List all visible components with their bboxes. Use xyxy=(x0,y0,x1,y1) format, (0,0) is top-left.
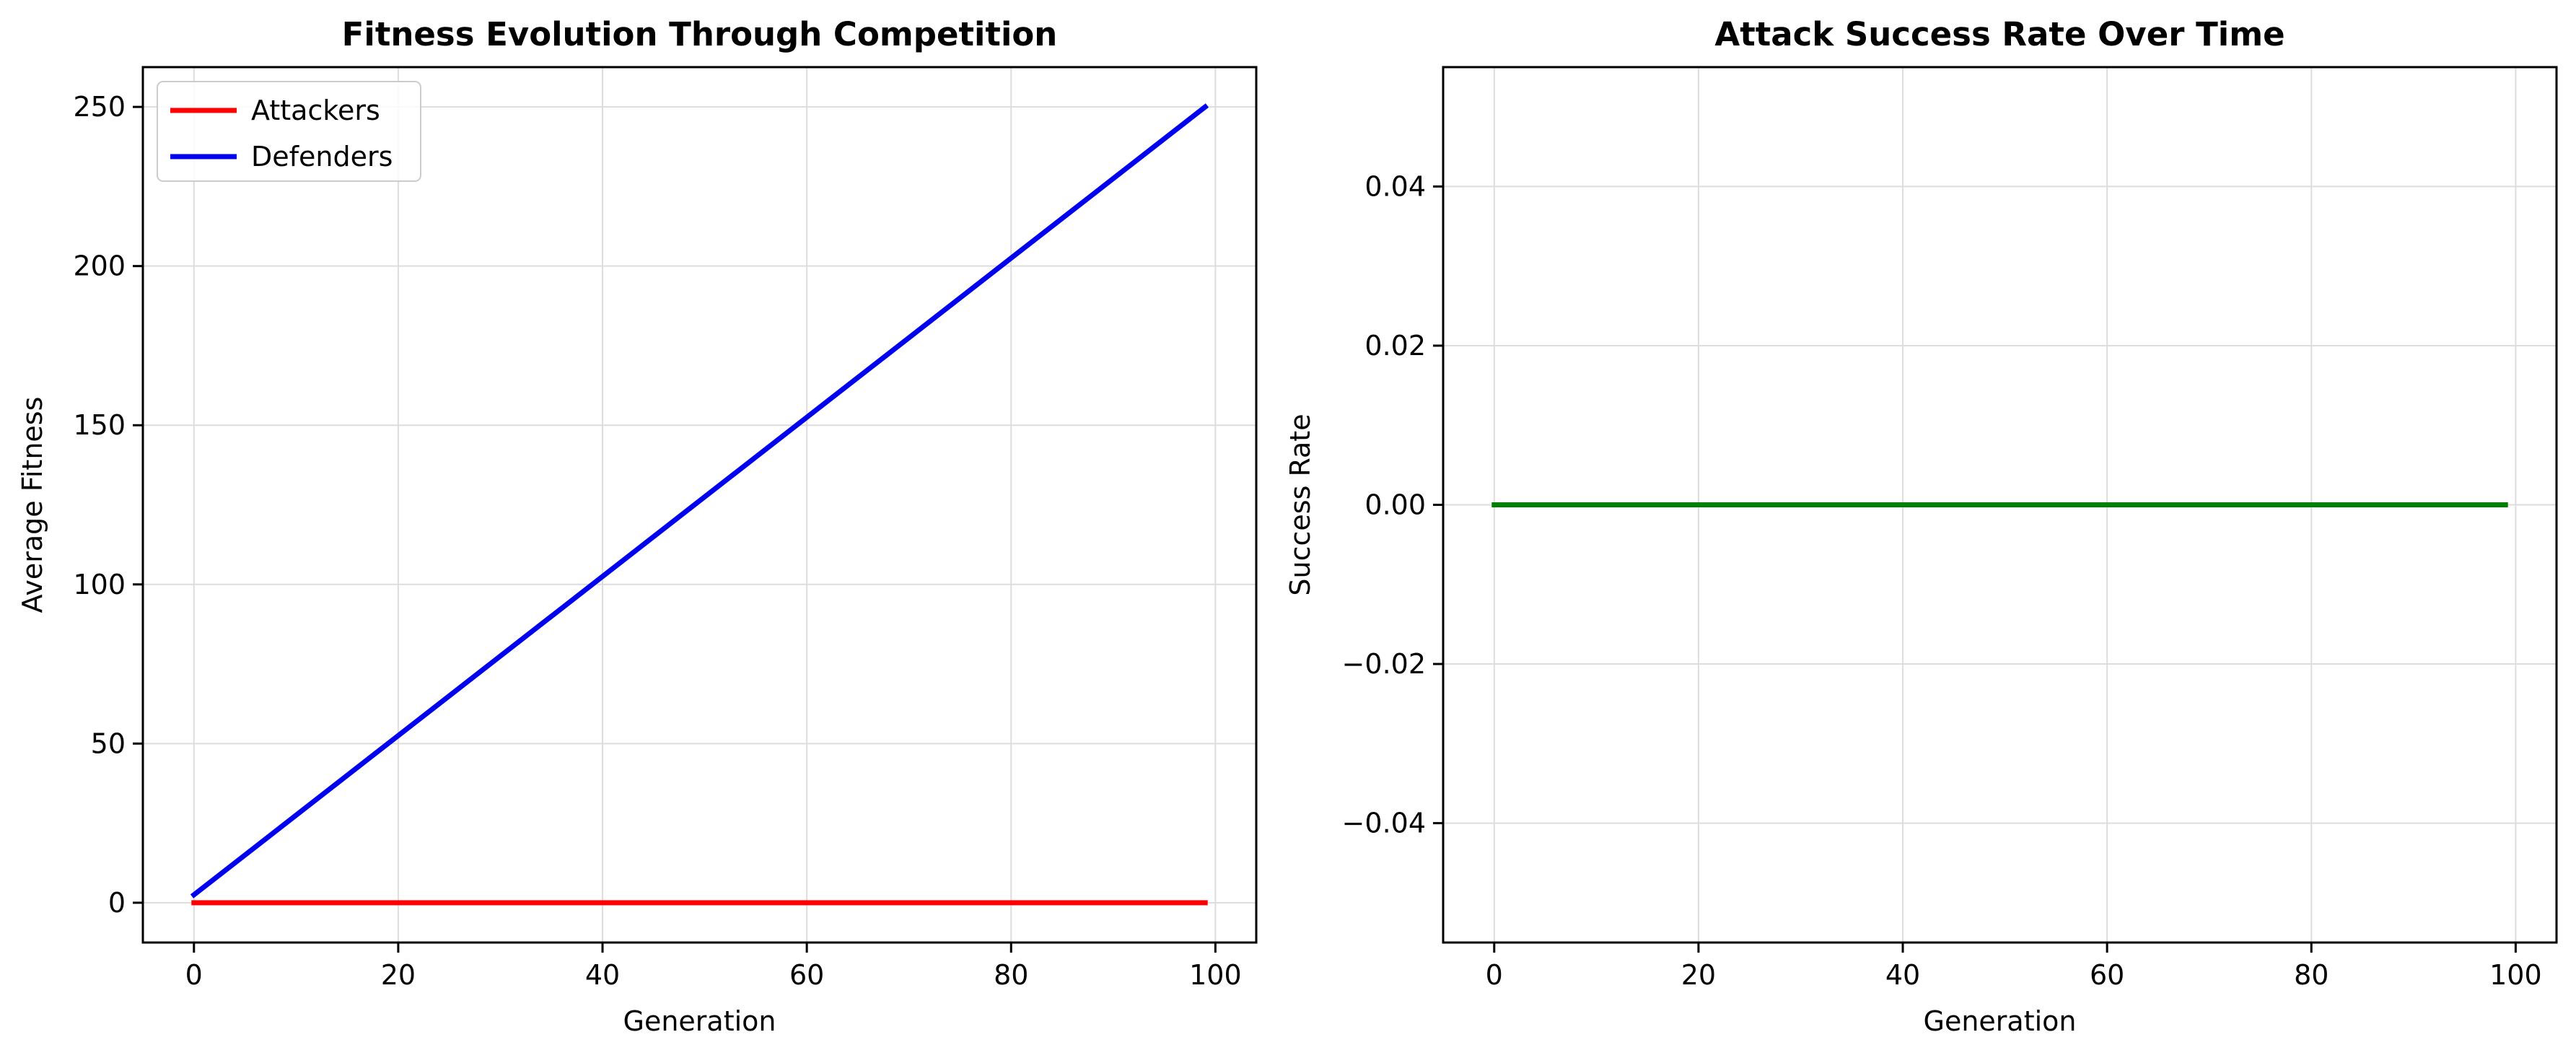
x-tick-label: 40 xyxy=(585,959,620,991)
legend-label-defenders: Defenders xyxy=(251,141,393,172)
plot-frame xyxy=(141,66,1258,944)
x-axis-label: Generation xyxy=(623,1005,776,1037)
x-tick-label: 0 xyxy=(185,959,203,991)
x-axis-label: Generation xyxy=(1924,1005,2077,1037)
legend-label-attackers: Attackers xyxy=(251,95,380,126)
x-tick-label: 100 xyxy=(2489,959,2542,991)
x-tick-label: 20 xyxy=(381,959,416,991)
chart-title: Fitness Evolution Through Competition xyxy=(342,15,1058,53)
y-tick-label: 0.02 xyxy=(1364,330,1426,362)
x-tick-label: 60 xyxy=(2090,959,2124,991)
y-tick-label: 150 xyxy=(73,409,126,441)
y-axis-label: Average Fitness xyxy=(17,397,48,613)
y-tick-label: 250 xyxy=(73,91,126,123)
x-tick-label: 80 xyxy=(994,959,1028,991)
chart-panel-1: 0 20 40 60 80 100 0 50 100 150 200 250 Fitness Evolu… xyxy=(17,15,1258,1037)
x-tick-label: 0 xyxy=(1486,959,1503,991)
y-tick-label: −0.04 xyxy=(1342,808,1426,839)
series-line-defenders xyxy=(190,103,1209,899)
y-axis-label: Success Rate xyxy=(1284,414,1316,595)
x-tick-label: 100 xyxy=(1189,959,1242,991)
y-tick-label: 0.04 xyxy=(1364,170,1426,202)
y-tick-label: 0.00 xyxy=(1364,489,1426,521)
x-tick-label: 20 xyxy=(1681,959,1716,991)
chart-title: Attack Success Rate Over Time xyxy=(1714,15,2284,53)
x-tick-label: 60 xyxy=(789,959,824,991)
chart-panel-2: 0 20 40 60 80 100 −0.04 −0.02 0.00 0.02 0.04 Attack… xyxy=(1284,15,2558,1037)
y-tick-label: 100 xyxy=(73,569,126,600)
y-tick-label: 200 xyxy=(73,250,126,282)
x-tick-label: 40 xyxy=(1885,959,1920,991)
x-tick-label: 80 xyxy=(2294,959,2329,991)
y-tick-label: 0 xyxy=(108,887,126,919)
y-tick-label: −0.02 xyxy=(1342,648,1426,680)
legend: Attackers Defenders xyxy=(157,81,421,182)
y-tick-label: 50 xyxy=(91,727,126,759)
